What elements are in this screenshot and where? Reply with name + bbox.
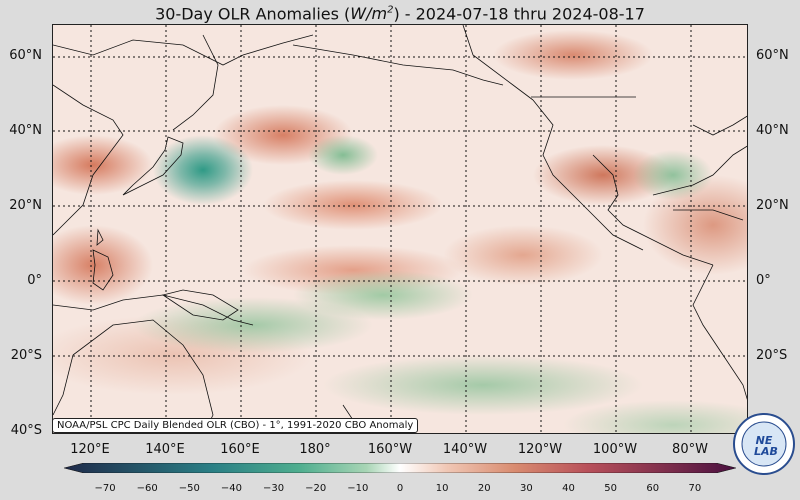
lon-label-140w: 140°W [442,442,488,457]
title-suffix: ) - 2024-07-18 thru 2024-08-17 [393,4,645,24]
lon-label-180: 180° [299,442,331,457]
colorbar-tick-label: 0 [396,483,404,494]
lat-label-40n-left: 40°N [9,123,42,138]
colorbar-tick-label: 50 [604,483,618,494]
lon-label-160w: 160°W [367,442,413,457]
lat-label-eq-left: 0° [27,273,42,288]
map-overlay [53,25,747,433]
lon-label-100w: 100°W [592,442,638,457]
colorbar-tick-label: 60 [646,483,660,494]
colorbar-tick-label: −40 [220,483,242,494]
lat-label-20n-left: 20°N [9,198,42,213]
colorbar-gradient [64,463,736,473]
noaa-psl-logo: NE LAB [733,413,795,475]
colorbar-tick-label: 70 [688,483,702,494]
lat-label-60n-right: 60°N [756,48,789,63]
lat-label-60n-left: 60°N [9,48,42,63]
lat-label-eq-right: 0° [756,273,771,288]
title-unit: W/m2 [350,4,394,24]
title-prefix: 30-Day OLR Anomalies ( [155,4,351,24]
lat-label-40s-left: 40°S [10,423,42,438]
map-title: 30-Day OLR Anomalies (W/m2) - 2024-07-18… [0,0,800,24]
olr-anomaly-map [52,24,748,434]
lat-label-40n-right: 40°N [756,123,789,138]
colorbar-tick-label: −70 [94,483,116,494]
colorbar-tick-label: 10 [435,483,449,494]
lat-label-20s-right: 20°S [756,348,788,363]
colorbar-tick-label: −30 [263,483,285,494]
colorbar-tick-label: −50 [178,483,200,494]
colorbar-tick-label: −20 [305,483,327,494]
lon-label-140e: 140°E [145,442,185,457]
data-source-credit: NOAA/PSL CPC Daily Blended OLR (CBO) - 1… [52,418,419,433]
lat-label-20s-left: 20°S [10,348,42,363]
logo-text-top: NE [756,434,773,447]
lat-label-20n-right: 20°N [756,198,789,213]
colorbar-tick-label: −10 [347,483,369,494]
colorbar-tick-label: −60 [136,483,158,494]
logo-text-bottom: LAB [754,445,778,458]
coastlines [53,25,747,433]
lon-label-80w: 80°W [672,442,708,457]
colorbar-tick-label: 40 [562,483,575,494]
colorbar-tick-label: 20 [477,483,491,494]
colorbar-tick-label: 30 [520,483,533,494]
lon-label-120w: 120°W [517,442,563,457]
lon-label-160e: 160°E [220,442,260,457]
lon-label-120e: 120°E [70,442,110,457]
graticule [53,25,747,433]
colorbar [64,463,736,473]
